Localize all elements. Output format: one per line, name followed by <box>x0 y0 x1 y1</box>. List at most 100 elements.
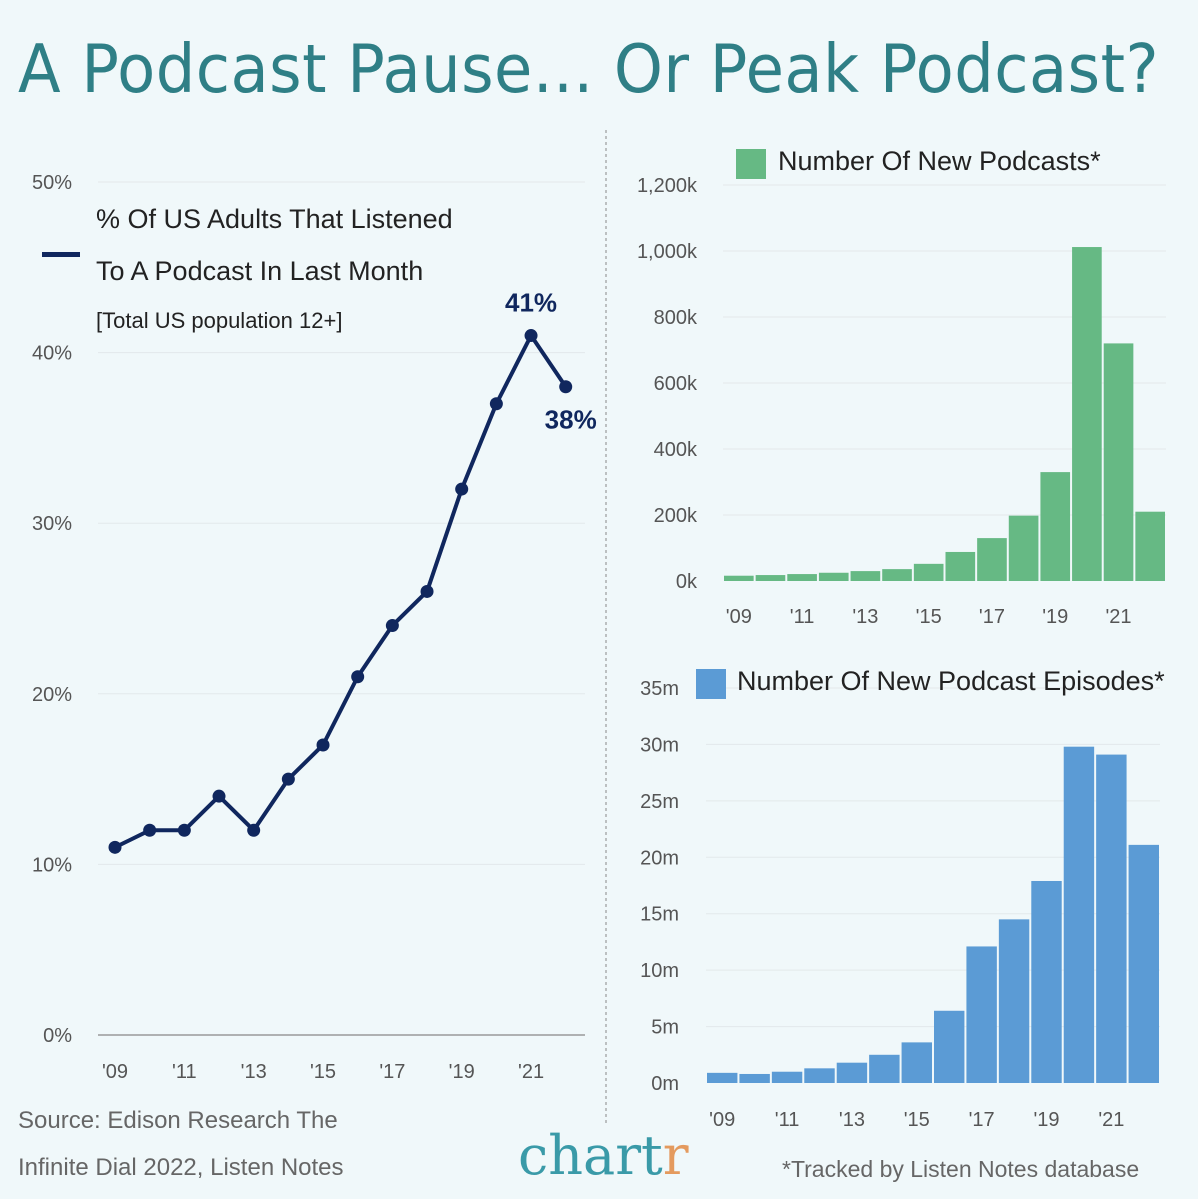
x-tick-label: '11 <box>790 606 815 628</box>
data-point <box>559 380 573 394</box>
episodes-bar <box>1031 880 1062 1083</box>
data-point <box>351 670 365 684</box>
new-episodes-chart: 0m 5m 10m 15m 20m 25m 30m 35m '09 '11 '13 '15 '17 '19… <box>640 678 1160 1131</box>
x-tick-label: '11 <box>775 1109 800 1131</box>
x-tick-label: '15 <box>904 1109 930 1131</box>
page-title: A Podcast Pause... Or Peak Podcast? <box>18 30 1160 108</box>
x-tick-label: '21 <box>1098 1109 1124 1131</box>
y-tick-label: 30% <box>32 513 72 535</box>
episodes-bar <box>1063 746 1095 1083</box>
legend-swatch-podcasts <box>736 149 766 179</box>
logo-main: chart <box>518 1124 663 1187</box>
podcasts-bar <box>1135 511 1165 581</box>
y-tick-label: 20% <box>32 684 72 706</box>
podcasts-bar <box>755 575 786 581</box>
episodes-bar <box>707 1072 738 1083</box>
y-tick-label: 5m <box>651 1017 679 1039</box>
podcasts-bar <box>882 569 912 581</box>
episodes-bar <box>836 1062 868 1083</box>
y-tick-label: 1,200k <box>637 175 698 197</box>
y-tick-label: 10% <box>32 854 72 876</box>
data-point <box>212 789 226 803</box>
episodes-bar <box>998 919 1030 1083</box>
chartr-logo: chartr <box>518 1124 689 1187</box>
x-tick-label: '19 <box>1042 606 1068 628</box>
line-chart: 0% 10% 20% 30% 40% 50% '09 '11 '13 '15 '17 '19 '21 41… <box>32 172 597 1083</box>
footnote: *Tracked by Listen Notes database <box>782 1156 1140 1182</box>
source-line1: Source: Edison Research The <box>18 1107 338 1134</box>
podcasts-bar <box>787 574 817 581</box>
data-point <box>455 482 469 496</box>
episodes-bar <box>934 1010 965 1083</box>
y-tick-label: 35m <box>640 678 679 700</box>
x-tick-label: '13 <box>852 606 878 628</box>
data-point <box>247 823 261 837</box>
x-tick-label: '15 <box>310 1061 336 1083</box>
x-tick-label: '21 <box>518 1061 544 1083</box>
y-tick-label: 1,000k <box>637 241 698 263</box>
episodes-bar <box>966 946 997 1083</box>
y-tick-label: 400k <box>654 439 698 461</box>
x-tick-label: '11 <box>172 1061 197 1083</box>
x-tick-label: '09 <box>709 1109 735 1131</box>
y-tick-label: 15m <box>640 904 679 926</box>
podcasts-bar <box>724 575 754 581</box>
x-tick-label: '17 <box>379 1061 405 1083</box>
y-tick-label: 20m <box>640 847 679 869</box>
episodes-bar <box>739 1073 770 1083</box>
episodes-bar <box>804 1068 835 1083</box>
podcasts-bar <box>818 572 849 581</box>
logo-end: r <box>662 1124 689 1187</box>
legend-line2: To A Podcast In Last Month <box>96 256 424 286</box>
y-tick-label: 600k <box>654 373 698 395</box>
source-line2: Infinite Dial 2022, Listen Notes <box>18 1154 344 1181</box>
legend-line1: % Of US Adults That Listened <box>96 204 453 234</box>
legend-subtitle: [Total US population 12+] <box>96 308 343 333</box>
x-tick-label: '09 <box>102 1061 128 1083</box>
podcasts-bar <box>1103 343 1134 581</box>
x-tick-label: '13 <box>839 1109 865 1131</box>
data-point <box>385 619 399 633</box>
data-point <box>489 397 503 411</box>
annotation-peak: 41% <box>505 288 557 318</box>
x-tick-label: '21 <box>1105 606 1131 628</box>
legend-podcasts: Number Of New Podcasts* <box>778 146 1101 176</box>
data-point <box>316 738 330 752</box>
x-tick-label: '19 <box>1033 1109 1059 1131</box>
y-tick-label: 25m <box>640 791 679 813</box>
data-point <box>524 329 538 343</box>
podcasts-bar <box>1008 515 1039 581</box>
y-tick-label: 30m <box>640 734 679 756</box>
podcasts-bar <box>913 563 944 581</box>
episodes-bar <box>1128 844 1159 1083</box>
episodes-bar <box>901 1042 932 1083</box>
data-point <box>177 823 191 837</box>
episodes-bar <box>1096 754 1127 1083</box>
episodes-bar <box>869 1054 900 1083</box>
x-tick-label: '17 <box>979 606 1005 628</box>
legend-episodes: Number Of New Podcast Episodes* <box>737 666 1165 696</box>
data-point <box>420 584 434 598</box>
x-tick-label: '19 <box>449 1061 475 1083</box>
y-tick-label: 40% <box>32 343 72 365</box>
y-tick-label: 50% <box>32 172 72 194</box>
y-tick-label: 0k <box>676 571 698 593</box>
legend-swatch-episodes <box>696 669 726 699</box>
x-tick-label: '17 <box>969 1109 995 1131</box>
data-point <box>108 840 122 854</box>
x-tick-label: '15 <box>916 606 942 628</box>
x-tick-label: '09 <box>726 606 752 628</box>
y-tick-label: 200k <box>654 505 698 527</box>
podcasts-bar <box>977 538 1007 581</box>
y-tick-label: 0% <box>43 1025 72 1047</box>
y-tick-label: 10m <box>640 960 679 982</box>
legend-swatch-line <box>42 252 80 257</box>
podcasts-bar <box>850 571 881 581</box>
podcasts-bar <box>1072 247 1102 582</box>
podcasts-bar <box>1040 472 1071 581</box>
annotation-latest: 38% <box>545 405 597 435</box>
podcasts-bar <box>945 551 976 581</box>
data-point <box>143 823 157 837</box>
y-tick-label: 800k <box>654 307 698 329</box>
